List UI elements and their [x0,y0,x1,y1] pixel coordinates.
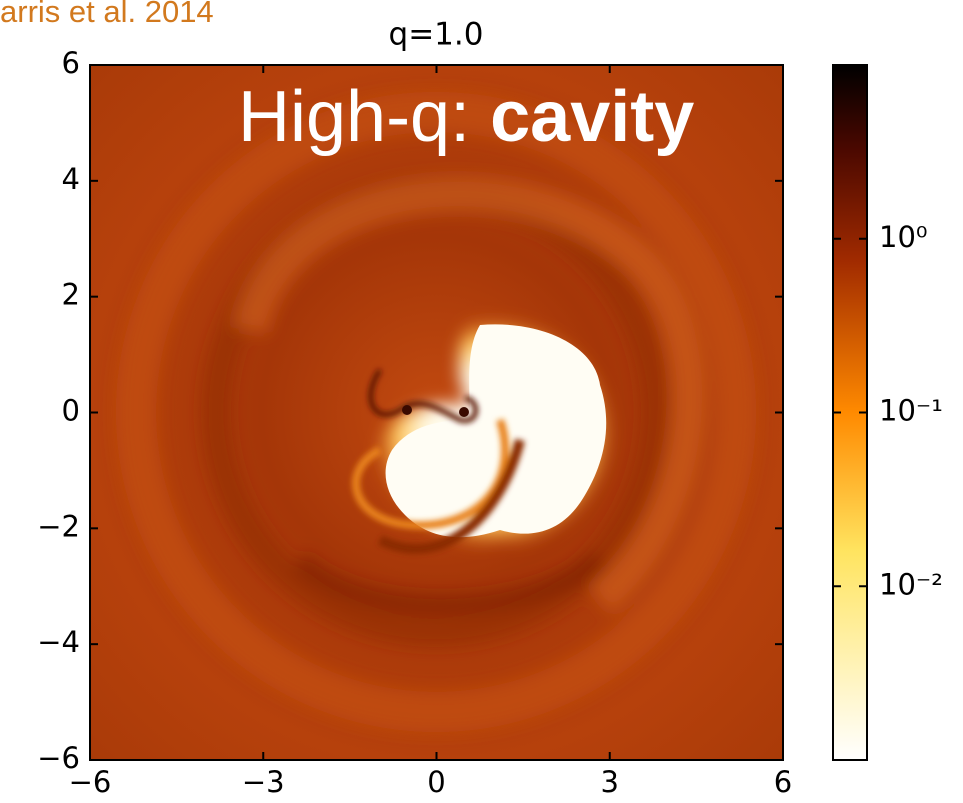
annotation: High-q: cavity [238,77,694,157]
x-tick-label: 3 [601,765,619,799]
annotation-text: High-q: [238,77,470,157]
annotation-emphasis: cavity [490,77,694,157]
colorbar-tick-label: 10⁰ [879,220,928,254]
chart-title: q=1.0 [389,17,484,53]
x-tick-label: 0 [427,765,445,799]
y-tick-label: −6 [37,741,80,775]
y-tick-label: 0 [62,394,80,428]
x-tick-label: −3 [242,765,285,799]
x-tick-label: 6 [774,765,792,799]
heatmap-image [90,65,783,760]
y-tick-label: 4 [62,162,80,196]
y-tick-label: 6 [62,46,80,80]
colorbar-tick-label: 10⁻¹ [879,394,943,428]
colorbar-tick-label: 10⁻² [879,567,943,601]
chart: arris et al. 2014 q=1.0 High-q: cavity −… [0,0,963,803]
y-tick-label: −4 [37,625,80,659]
y-tick-label: −2 [37,509,80,543]
y-tick-label: 2 [62,278,80,312]
source: arris et al. 2014 [0,0,214,29]
